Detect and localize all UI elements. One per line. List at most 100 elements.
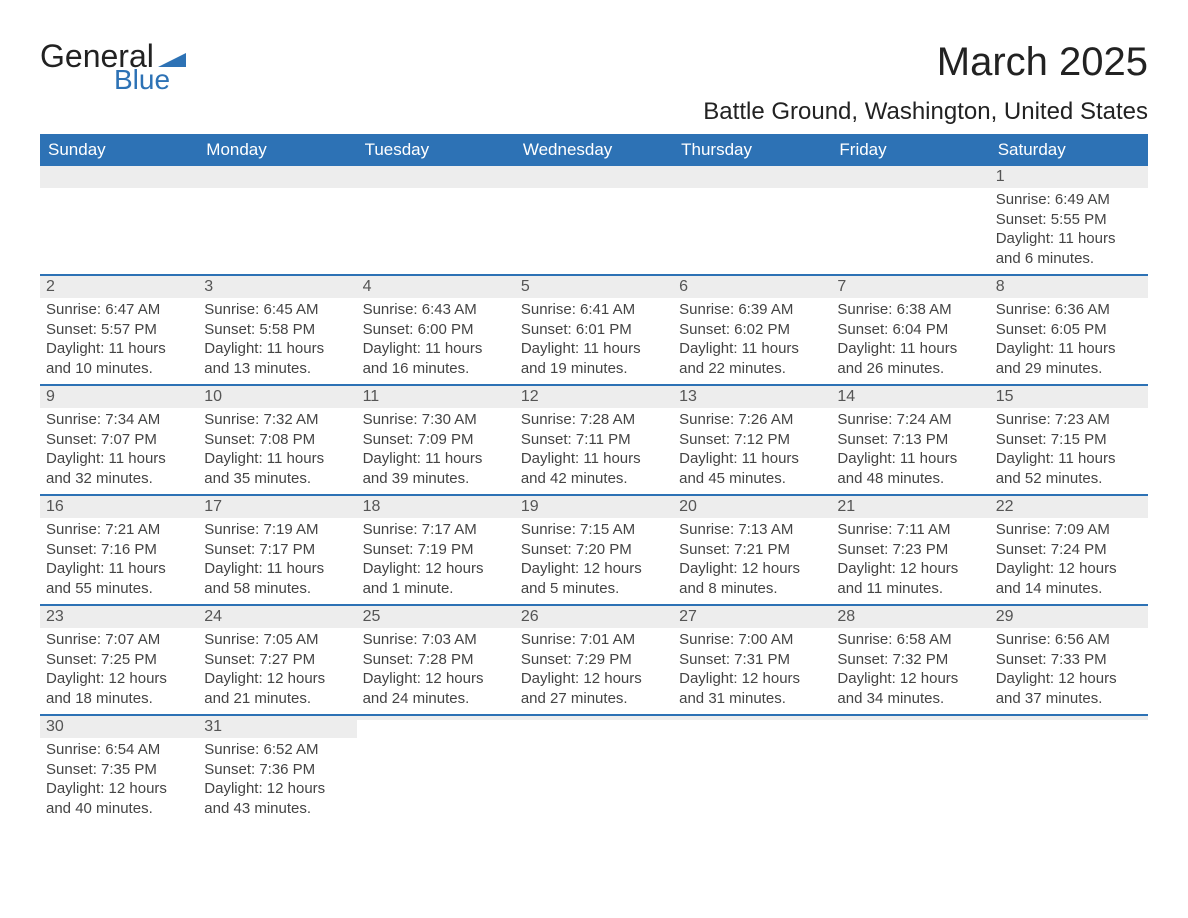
- calendar-day-cell: 3Sunrise: 6:45 AMSunset: 5:58 PMDaylight…: [198, 275, 356, 385]
- day-details: Sunrise: 7:09 AMSunset: 7:24 PMDaylight:…: [990, 518, 1148, 604]
- day-number: [40, 166, 198, 188]
- day-details: Sunrise: 7:13 AMSunset: 7:21 PMDaylight:…: [673, 518, 831, 604]
- day-number: [831, 166, 989, 188]
- day-number: 23: [40, 606, 198, 628]
- sunset-line: Sunset: 7:15 PM: [996, 430, 1142, 450]
- sunset-line: Sunset: 7:09 PM: [363, 430, 509, 450]
- calendar-day-cell: 1Sunrise: 6:49 AMSunset: 5:55 PMDaylight…: [990, 166, 1148, 275]
- day-number: [673, 716, 831, 720]
- daylight-line: Daylight: 11 hours and 6 minutes.: [996, 229, 1142, 268]
- daylight-line: Daylight: 12 hours and 11 minutes.: [837, 559, 983, 598]
- calendar-day-cell: 22Sunrise: 7:09 AMSunset: 7:24 PMDayligh…: [990, 495, 1148, 605]
- calendar-day-cell: 26Sunrise: 7:01 AMSunset: 7:29 PMDayligh…: [515, 605, 673, 715]
- sunrise-line: Sunrise: 6:36 AM: [996, 300, 1142, 320]
- calendar-day-cell: [357, 166, 515, 275]
- day-number: 9: [40, 386, 198, 408]
- sunset-line: Sunset: 7:35 PM: [46, 760, 192, 780]
- sunset-line: Sunset: 7:29 PM: [521, 650, 667, 670]
- sunset-line: Sunset: 7:32 PM: [837, 650, 983, 670]
- calendar-day-cell: 13Sunrise: 7:26 AMSunset: 7:12 PMDayligh…: [673, 385, 831, 495]
- sunrise-line: Sunrise: 7:11 AM: [837, 520, 983, 540]
- day-details: Sunrise: 7:34 AMSunset: 7:07 PMDaylight:…: [40, 408, 198, 494]
- day-details: Sunrise: 7:11 AMSunset: 7:23 PMDaylight:…: [831, 518, 989, 604]
- day-details: Sunrise: 7:32 AMSunset: 7:08 PMDaylight:…: [198, 408, 356, 494]
- day-details: Sunrise: 6:56 AMSunset: 7:33 PMDaylight:…: [990, 628, 1148, 714]
- sunrise-line: Sunrise: 7:17 AM: [363, 520, 509, 540]
- header: General Blue March 2025: [40, 40, 1148, 94]
- day-number: 5: [515, 276, 673, 298]
- day-number: 13: [673, 386, 831, 408]
- calendar-week-row: 1Sunrise: 6:49 AMSunset: 5:55 PMDaylight…: [40, 166, 1148, 275]
- calendar-day-cell: [831, 715, 989, 824]
- day-number: 25: [357, 606, 515, 628]
- logo: General Blue: [40, 40, 186, 94]
- day-number: 1: [990, 166, 1148, 188]
- day-number: 7: [831, 276, 989, 298]
- day-number: 3: [198, 276, 356, 298]
- day-details: Sunrise: 6:58 AMSunset: 7:32 PMDaylight:…: [831, 628, 989, 714]
- daylight-line: Daylight: 11 hours and 55 minutes.: [46, 559, 192, 598]
- daylight-line: Daylight: 12 hours and 31 minutes.: [679, 669, 825, 708]
- sunset-line: Sunset: 5:55 PM: [996, 210, 1142, 230]
- day-number: 14: [831, 386, 989, 408]
- calendar-week-row: 23Sunrise: 7:07 AMSunset: 7:25 PMDayligh…: [40, 605, 1148, 715]
- day-number: [831, 716, 989, 720]
- sunset-line: Sunset: 7:27 PM: [204, 650, 350, 670]
- day-number: 20: [673, 496, 831, 518]
- day-number: 11: [357, 386, 515, 408]
- calendar-day-cell: 5Sunrise: 6:41 AMSunset: 6:01 PMDaylight…: [515, 275, 673, 385]
- day-number: 22: [990, 496, 1148, 518]
- sunrise-line: Sunrise: 7:23 AM: [996, 410, 1142, 430]
- sunrise-line: Sunrise: 6:54 AM: [46, 740, 192, 760]
- sunrise-line: Sunrise: 7:09 AM: [996, 520, 1142, 540]
- sunrise-line: Sunrise: 7:00 AM: [679, 630, 825, 650]
- day-details: Sunrise: 6:41 AMSunset: 6:01 PMDaylight:…: [515, 298, 673, 384]
- sunset-line: Sunset: 7:36 PM: [204, 760, 350, 780]
- calendar-day-cell: [40, 166, 198, 275]
- daylight-line: Daylight: 11 hours and 19 minutes.: [521, 339, 667, 378]
- day-details: Sunrise: 6:54 AMSunset: 7:35 PMDaylight:…: [40, 738, 198, 824]
- day-details: Sunrise: 7:07 AMSunset: 7:25 PMDaylight:…: [40, 628, 198, 714]
- calendar-day-cell: 15Sunrise: 7:23 AMSunset: 7:15 PMDayligh…: [990, 385, 1148, 495]
- day-number: [357, 166, 515, 188]
- sunrise-line: Sunrise: 6:52 AM: [204, 740, 350, 760]
- sunrise-line: Sunrise: 7:01 AM: [521, 630, 667, 650]
- sunrise-line: Sunrise: 7:15 AM: [521, 520, 667, 540]
- daylight-line: Daylight: 12 hours and 40 minutes.: [46, 779, 192, 818]
- sunrise-line: Sunrise: 6:43 AM: [363, 300, 509, 320]
- sunrise-line: Sunrise: 7:24 AM: [837, 410, 983, 430]
- calendar-day-cell: 20Sunrise: 7:13 AMSunset: 7:21 PMDayligh…: [673, 495, 831, 605]
- calendar-day-cell: [357, 715, 515, 824]
- sunrise-line: Sunrise: 7:05 AM: [204, 630, 350, 650]
- sunrise-line: Sunrise: 6:45 AM: [204, 300, 350, 320]
- day-number: 17: [198, 496, 356, 518]
- weekday-header: Thursday: [673, 134, 831, 166]
- day-details: Sunrise: 7:19 AMSunset: 7:17 PMDaylight:…: [198, 518, 356, 604]
- calendar-day-cell: 19Sunrise: 7:15 AMSunset: 7:20 PMDayligh…: [515, 495, 673, 605]
- day-number: [673, 166, 831, 188]
- weekday-header: Tuesday: [357, 134, 515, 166]
- sunset-line: Sunset: 7:13 PM: [837, 430, 983, 450]
- daylight-line: Daylight: 12 hours and 14 minutes.: [996, 559, 1142, 598]
- calendar-day-cell: 23Sunrise: 7:07 AMSunset: 7:25 PMDayligh…: [40, 605, 198, 715]
- day-number: 24: [198, 606, 356, 628]
- day-details: Sunrise: 6:52 AMSunset: 7:36 PMDaylight:…: [198, 738, 356, 824]
- day-number: [515, 716, 673, 720]
- sunrise-line: Sunrise: 7:30 AM: [363, 410, 509, 430]
- weekday-header: Sunday: [40, 134, 198, 166]
- calendar-day-cell: 4Sunrise: 6:43 AMSunset: 6:00 PMDaylight…: [357, 275, 515, 385]
- sunset-line: Sunset: 7:20 PM: [521, 540, 667, 560]
- sunrise-line: Sunrise: 6:38 AM: [837, 300, 983, 320]
- daylight-line: Daylight: 11 hours and 22 minutes.: [679, 339, 825, 378]
- day-number: 31: [198, 716, 356, 738]
- sunset-line: Sunset: 7:07 PM: [46, 430, 192, 450]
- daylight-line: Daylight: 11 hours and 32 minutes.: [46, 449, 192, 488]
- day-number: [515, 166, 673, 188]
- sunrise-line: Sunrise: 7:26 AM: [679, 410, 825, 430]
- day-details: Sunrise: 6:38 AMSunset: 6:04 PMDaylight:…: [831, 298, 989, 384]
- sunset-line: Sunset: 7:24 PM: [996, 540, 1142, 560]
- day-details: Sunrise: 7:26 AMSunset: 7:12 PMDaylight:…: [673, 408, 831, 494]
- day-number: 4: [357, 276, 515, 298]
- day-number: 16: [40, 496, 198, 518]
- calendar-day-cell: 8Sunrise: 6:36 AMSunset: 6:05 PMDaylight…: [990, 275, 1148, 385]
